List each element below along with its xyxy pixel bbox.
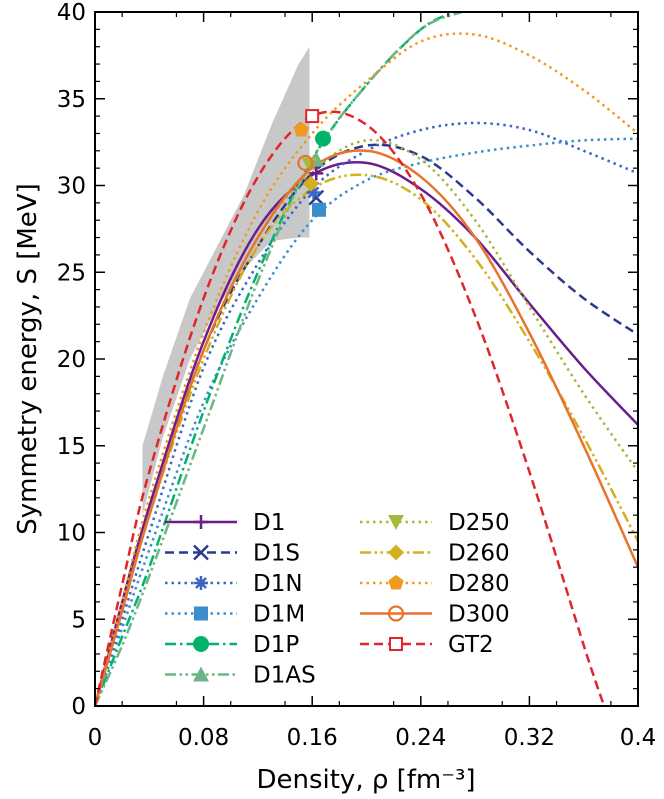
legend-label: D300 [448,602,510,628]
legend-marker [388,575,404,590]
legend-entry-d250: D250 [360,510,510,536]
x-tick-label: 0 [88,725,103,751]
legend-marker [388,515,404,530]
legend-marker [194,515,208,529]
legend-entry-gt2: GT2 [360,632,494,658]
legend-marker [389,637,403,651]
data-point-gt2 [305,109,320,124]
series-line-gt2 [95,110,606,706]
y-tick-label: 10 [57,521,86,547]
x-tick-label: 0.24 [395,725,446,751]
axis-ticks: 0 0.08 0.16 0.24 0.32 0.4 0 5 10 15 20 25 30 35 40 [57,0,657,751]
y-tick-label: 15 [57,434,86,460]
y-tick-label: 0 [71,694,86,720]
legend-label: D1 [253,510,285,536]
legend-marker [193,544,209,561]
constraint-band-layer [142,46,310,516]
x-tick-label: 0.32 [504,725,555,751]
marker-layer [293,109,332,217]
series-line-d1p [95,12,456,706]
legend-marker [388,544,404,561]
y-tick-label: 25 [57,260,86,286]
legend-marker [193,666,209,682]
legend-label: D1N [253,571,303,597]
y-tick-label: 40 [57,0,86,26]
legend-label: D280 [448,571,510,597]
legend-entry-d1m: D1M [165,602,305,628]
y-axis-label: Symmetry energy, S [MeV] [13,183,43,534]
data-point-d300 [297,154,314,172]
x-tick-label: 0.4 [620,725,657,751]
legend-marker [193,636,209,652]
legend: D1 D1S D1N D1M D1P D1AS D250 D260 D280 D300 GT2 [165,510,510,689]
data-point-d1p [315,130,332,147]
legend-marker [387,605,405,622]
series-layer [95,12,638,706]
x-tick-label: 0.16 [287,725,338,751]
legend-label: D260 [448,541,510,567]
y-tick-label: 5 [71,607,86,633]
data-point-d250 [301,157,318,173]
legend-entry-d1p: D1P [165,632,299,658]
series-line-d1 [95,161,638,706]
data-point-d260 [302,175,319,192]
y-tick-label: 35 [57,87,86,113]
legend-label: D1AS [253,663,316,689]
data-point-d280 [293,122,309,137]
series-line-d1n [95,121,638,706]
legend-label: D1S [253,541,300,567]
legend-entry-d1n: D1N [165,571,303,597]
legend-entry-d1: D1 [165,510,285,536]
legend-entry-d280: D280 [360,571,510,597]
legend-entry-d1as: D1AS [165,663,316,689]
data-point-d1 [309,166,324,181]
data-point-d1m [311,202,326,217]
series-line-d260 [95,173,638,706]
data-point-d1n [306,185,321,200]
x-tick-label: 0.08 [178,725,229,751]
legend-label: D1M [253,602,305,628]
legend-label: D1P [253,632,299,658]
constraint-band [142,46,310,516]
legend-entry-d1s: D1S [165,541,300,567]
legend-entry-d260: D260 [360,541,510,567]
legend-entry-d300: D300 [360,602,510,628]
y-tick-label: 20 [57,347,86,373]
series-line-d300 [95,149,638,706]
legend-label: GT2 [448,632,494,658]
x-axis-label: Density, ρ [fm⁻³] [256,765,475,795]
legend-label: D250 [448,510,510,536]
y-tick-label: 30 [57,174,86,200]
legend-marker [194,576,208,590]
legend-marker [194,606,208,621]
